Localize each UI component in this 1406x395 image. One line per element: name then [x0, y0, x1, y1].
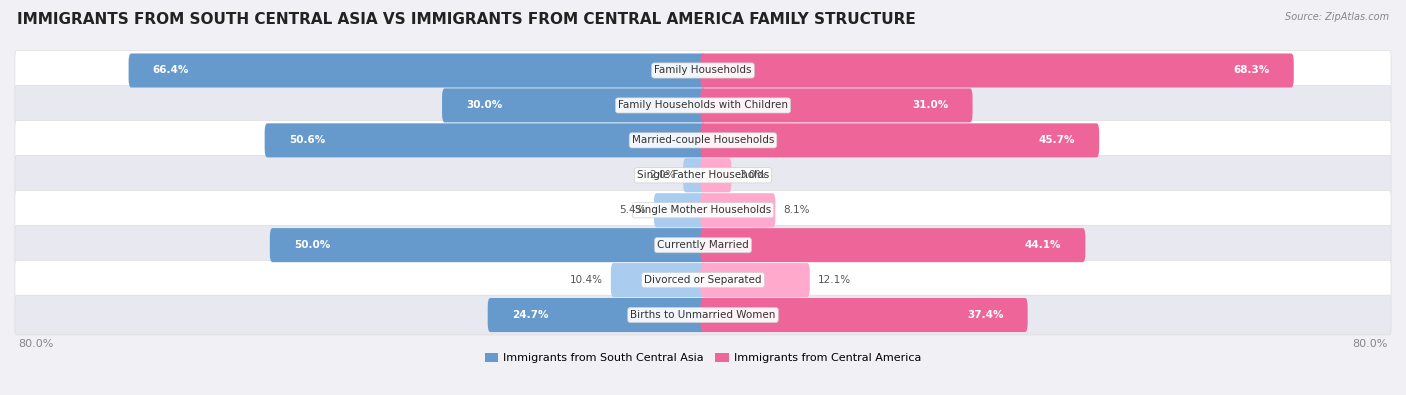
Text: Divorced or Separated: Divorced or Separated — [644, 275, 762, 285]
Text: IMMIGRANTS FROM SOUTH CENTRAL ASIA VS IMMIGRANTS FROM CENTRAL AMERICA FAMILY STR: IMMIGRANTS FROM SOUTH CENTRAL ASIA VS IM… — [17, 12, 915, 27]
Text: 10.4%: 10.4% — [569, 275, 603, 285]
Text: 31.0%: 31.0% — [912, 100, 949, 111]
Text: 37.4%: 37.4% — [967, 310, 1004, 320]
FancyBboxPatch shape — [15, 190, 1391, 230]
FancyBboxPatch shape — [700, 298, 1028, 332]
FancyBboxPatch shape — [700, 123, 1099, 157]
FancyBboxPatch shape — [683, 158, 706, 192]
Text: 80.0%: 80.0% — [18, 339, 53, 349]
FancyBboxPatch shape — [700, 193, 775, 227]
FancyBboxPatch shape — [15, 295, 1391, 335]
FancyBboxPatch shape — [270, 228, 706, 262]
FancyBboxPatch shape — [264, 123, 706, 157]
Text: Married-couple Households: Married-couple Households — [631, 135, 775, 145]
FancyBboxPatch shape — [700, 263, 810, 297]
FancyBboxPatch shape — [15, 225, 1391, 265]
FancyBboxPatch shape — [15, 86, 1391, 125]
FancyBboxPatch shape — [700, 158, 731, 192]
FancyBboxPatch shape — [654, 193, 706, 227]
Text: 66.4%: 66.4% — [153, 66, 188, 75]
FancyBboxPatch shape — [488, 298, 706, 332]
FancyBboxPatch shape — [700, 88, 973, 122]
Text: 3.0%: 3.0% — [740, 170, 765, 180]
Text: 2.0%: 2.0% — [650, 170, 675, 180]
Text: Family Households with Children: Family Households with Children — [619, 100, 787, 111]
FancyBboxPatch shape — [15, 120, 1391, 160]
FancyBboxPatch shape — [700, 53, 1294, 88]
Text: 30.0%: 30.0% — [467, 100, 502, 111]
Text: Single Father Households: Single Father Households — [637, 170, 769, 180]
FancyBboxPatch shape — [15, 51, 1391, 90]
Text: 80.0%: 80.0% — [1353, 339, 1388, 349]
Text: 68.3%: 68.3% — [1233, 66, 1270, 75]
Text: Births to Unmarried Women: Births to Unmarried Women — [630, 310, 776, 320]
FancyBboxPatch shape — [700, 228, 1085, 262]
Text: 50.0%: 50.0% — [294, 240, 330, 250]
Text: 24.7%: 24.7% — [512, 310, 548, 320]
Text: 50.6%: 50.6% — [288, 135, 325, 145]
Legend: Immigrants from South Central Asia, Immigrants from Central America: Immigrants from South Central Asia, Immi… — [479, 348, 927, 368]
Text: Single Mother Households: Single Mother Households — [636, 205, 770, 215]
Text: 8.1%: 8.1% — [783, 205, 810, 215]
Text: Currently Married: Currently Married — [657, 240, 749, 250]
FancyBboxPatch shape — [610, 263, 706, 297]
Text: Family Households: Family Households — [654, 66, 752, 75]
Text: 5.4%: 5.4% — [620, 205, 647, 215]
Text: 12.1%: 12.1% — [817, 275, 851, 285]
Text: 44.1%: 44.1% — [1025, 240, 1062, 250]
FancyBboxPatch shape — [15, 260, 1391, 300]
FancyBboxPatch shape — [15, 156, 1391, 195]
Text: 45.7%: 45.7% — [1039, 135, 1076, 145]
Text: Source: ZipAtlas.com: Source: ZipAtlas.com — [1285, 12, 1389, 22]
FancyBboxPatch shape — [128, 53, 706, 88]
FancyBboxPatch shape — [441, 88, 706, 122]
